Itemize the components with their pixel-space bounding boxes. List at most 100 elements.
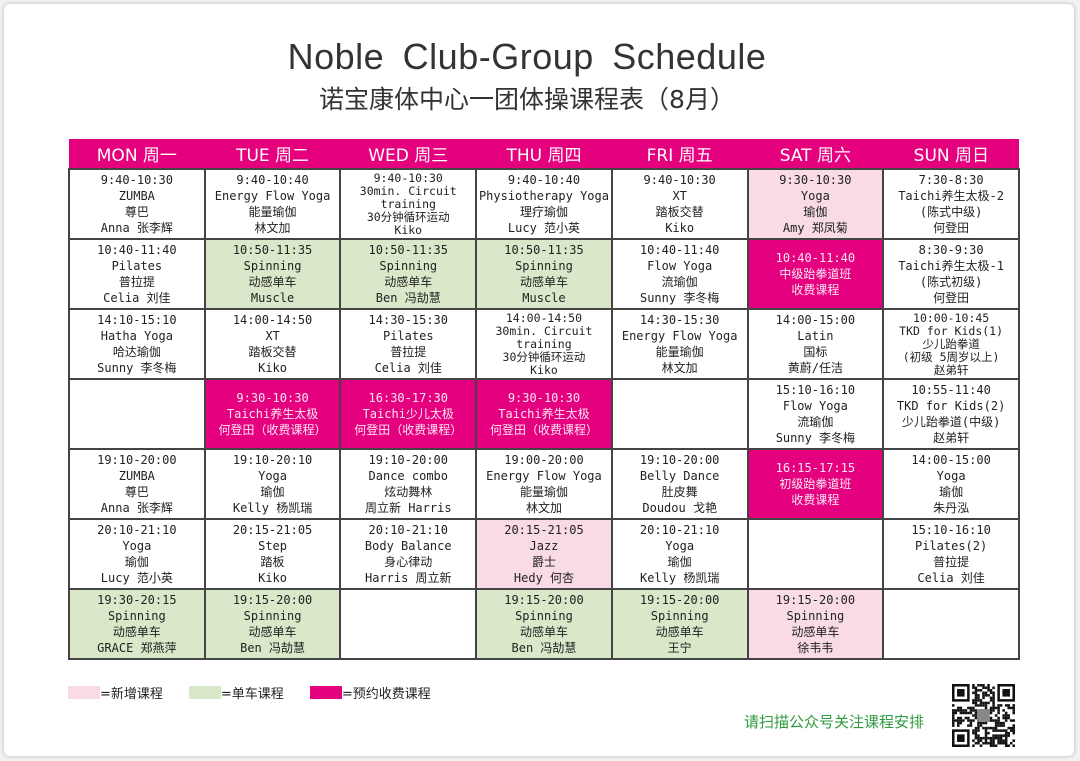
day-header: WED 周三 <box>339 139 477 169</box>
class-cell: 9:40-10:40 Energy Flow Yoga 能量瑜伽 林文加 <box>203 168 342 240</box>
page-subtitle: 诺宝康体中心一团体操课程表（8月） <box>319 85 735 114</box>
class-info: 朱丹泓 <box>933 501 970 515</box>
class-time: 19:15-20:00 <box>775 593 856 607</box>
class-cell: 19:15-20:00 Spinning 动感单车 徐韦韦 <box>746 588 885 660</box>
schedule-row: 9:40-10:30 ZUMBA 尊巴 Anna 张李辉 9:40-10:40 Energ… <box>68 168 1020 240</box>
class-cell: 9:40-10:30 XT 踏板交替 Kiko <box>610 168 749 240</box>
legend-label: =单车课程 <box>220 687 284 702</box>
class-info: Sunny 李冬梅 <box>97 361 177 375</box>
empty-cell <box>339 588 478 660</box>
class-time: 14:10-15:10 <box>97 313 177 327</box>
class-time: 10:50-11:35 <box>232 243 313 257</box>
class-time: 9:30-10:30 <box>507 391 581 405</box>
class-time: 9:40-10:30 <box>643 173 716 187</box>
class-info: 理疗瑜伽 <box>519 205 568 219</box>
class-info: 王宁 <box>667 641 692 655</box>
class-info: Spinning <box>243 259 302 273</box>
class-info: 尊巴 <box>124 205 149 219</box>
class-info: Kelly 杨凯瑞 <box>639 571 720 585</box>
schedule-row: 14:10-15:10 Hatha Yoga 哈达瑜伽 Sunny 李冬梅 14:00-… <box>68 308 1020 380</box>
class-time: 16:15-17:15 <box>775 461 856 475</box>
class-info: 少儿跆拳道 <box>922 336 980 351</box>
class-info: Yoga <box>936 469 966 483</box>
class-info: Ben 冯劼慧 <box>511 641 577 655</box>
legend-label: =预约收费课程 <box>341 687 431 702</box>
class-info: Energy Flow Yoga <box>486 469 602 483</box>
class-time: 19:15-20:00 <box>639 593 720 607</box>
class-info: ZUMBA <box>118 189 155 203</box>
class-time: 15:10-16:10 <box>911 523 991 537</box>
class-cell: 10:50-11:35 Spinning 动感单车 Ben 冯劼慧 <box>339 238 478 310</box>
class-cell: 7:30-8:30 Taichi养生太极-2 (陈式中级) 何登田 <box>882 168 1020 240</box>
class-info: 流瑜伽 <box>661 275 698 289</box>
class-info: 流瑜伽 <box>797 415 834 429</box>
class-cell: 14:00-14:50 XT 踏板交替 Kiko <box>203 308 342 380</box>
class-time: 10:40-11:40 <box>639 243 720 257</box>
class-info: Spinning <box>515 609 573 623</box>
class-time: 7:30-8:30 <box>918 173 984 187</box>
class-info: 何登田（收费课程） <box>218 423 327 437</box>
class-time: 14:00-14:50 <box>505 310 583 325</box>
class-cell: 9:30-10:30 Taichi养生太极 何登田（收费课程） <box>203 378 342 450</box>
class-time: 10:50-11:35 <box>504 243 584 257</box>
class-info: Celia 刘佳 <box>374 361 442 375</box>
class-info: 林文加 <box>525 501 562 515</box>
class-time: 14:00-14:50 <box>232 313 313 327</box>
class-info: Harris 周立新 <box>364 571 452 585</box>
legend-item: =新增课程 <box>68 683 163 702</box>
class-info: Flow Yoga <box>647 259 713 273</box>
class-info: Lucy 范小英 <box>507 221 581 235</box>
class-cell: 20:10-21:10 Yoga 瑜伽 Lucy 范小英 <box>68 518 206 590</box>
class-info: 收费课程 <box>791 493 840 507</box>
class-time: 19:10-20:00 <box>639 453 720 467</box>
class-info: training <box>516 336 572 351</box>
empty-cell <box>746 518 885 590</box>
class-cell: 19:15-20:00 Spinning 动感单车 王宁 <box>610 588 749 660</box>
class-info: 动感单车 <box>519 625 568 639</box>
class-info: 初级跆拳道班 <box>779 477 852 491</box>
class-info: Energy Flow Yoga <box>214 189 331 203</box>
class-info: Pilates(2) <box>914 539 988 553</box>
class-info: 踏板 <box>260 555 285 569</box>
schedule-row: 19:10-20:00 ZUMBA 尊巴 Anna 张李辉 19:10-20:10 Yog… <box>68 448 1020 520</box>
day-header: SAT 周六 <box>747 139 884 169</box>
empty-cell <box>610 378 749 450</box>
class-info: 收费课程 <box>791 283 840 297</box>
schedule-row: 19:30-20:15 Spinning 动感单车 GRACE 郑燕萍 19:15-20… <box>68 588 1020 660</box>
class-info: Flow Yoga <box>782 399 848 413</box>
class-info: 黄蔚/任洁 <box>787 361 843 375</box>
class-info: Taichi养生太极 <box>498 407 590 421</box>
class-time: 20:15-21:05 <box>504 523 584 537</box>
class-cell: 10:50-11:35 Spinning 动感单车 Muscle <box>203 238 342 310</box>
class-cell: 19:30-20:15 Spinning 动感单车 GRACE 郑燕萍 <box>68 588 206 660</box>
class-info: 林文加 <box>254 221 291 235</box>
class-info: Spinning <box>650 609 709 623</box>
class-time: 19:15-20:00 <box>232 593 313 607</box>
class-cell: 10:40-11:40 Pilates 普拉提 Celia 刘佳 <box>68 238 206 310</box>
class-info: TKD for Kids(2) <box>896 399 1006 413</box>
schedule-row: 10:40-11:40 Pilates 普拉提 Celia 刘佳 10:50-11:35… <box>68 238 1020 310</box>
class-info: Taichi养生太极 <box>226 407 319 421</box>
class-info: 国标 <box>803 345 828 359</box>
class-time: 14:00-15:00 <box>911 453 991 467</box>
class-info: 瑜伽 <box>939 485 964 499</box>
legend-swatch <box>309 686 342 699</box>
class-cell: 14:10-15:10 Hatha Yoga 哈达瑜伽 Sunny 李冬梅 <box>68 308 206 380</box>
class-time: 10:55-11:40 <box>911 383 991 397</box>
class-cell: 14:00-14:50 30min. Circuit training 30分钟循环运… <box>475 308 613 380</box>
class-info: Pilates <box>111 259 163 273</box>
class-info: Spinning <box>107 609 166 623</box>
class-info: 动感单车 <box>248 625 297 639</box>
class-cell: 10:55-11:40 TKD for Kids(2) 少儿跆拳道(中级) 赵弟轩 <box>882 378 1020 450</box>
class-time: 19:30-20:15 <box>97 593 177 607</box>
class-info: XT <box>672 189 687 203</box>
class-info: 少儿跆拳道(中级) <box>901 415 1001 429</box>
class-info: Ben 冯劼慧 <box>375 291 441 305</box>
legend-item: =单车课程 <box>188 683 284 702</box>
empty-cell <box>882 588 1020 660</box>
class-info: Muscle <box>250 291 295 305</box>
class-cell: 9:40-10:30 ZUMBA 尊巴 Anna 张李辉 <box>68 168 206 240</box>
class-info: (陈式中级) <box>919 205 983 219</box>
class-time: 9:40-10:40 <box>507 173 581 187</box>
class-info: 动感单车 <box>248 275 297 289</box>
